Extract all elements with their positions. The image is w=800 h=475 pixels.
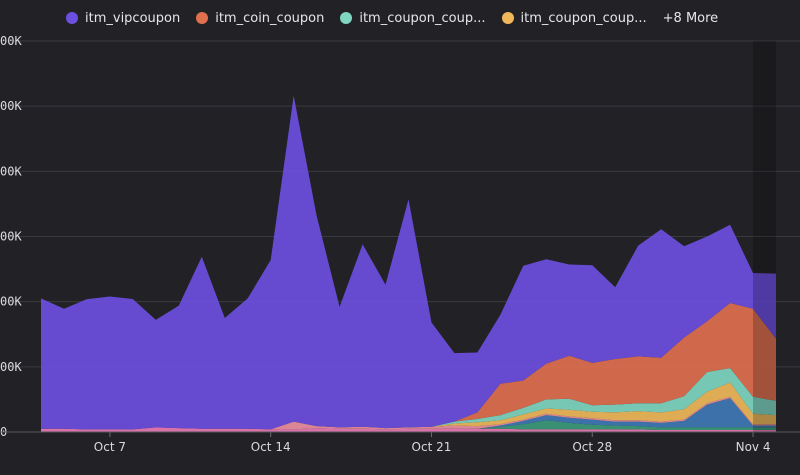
y-tick-label: 00K bbox=[0, 230, 22, 244]
area-series bbox=[41, 95, 776, 430]
legend-label: itm_vipcoupon bbox=[85, 10, 181, 26]
x-tick-label: Oct 7 bbox=[94, 440, 126, 454]
legend-item[interactable]: itm_coupon_coup... bbox=[501, 10, 647, 26]
area-series bbox=[41, 398, 776, 430]
area-series bbox=[41, 420, 776, 430]
x-tick-label: Oct 28 bbox=[572, 440, 612, 454]
legend-swatch bbox=[340, 12, 353, 24]
legend-swatch bbox=[66, 12, 78, 24]
legend-item[interactable]: itm_coupon_coup... bbox=[340, 10, 486, 26]
legend-label: itm_coupon_coup... bbox=[520, 10, 647, 26]
y-tick-label: 00K bbox=[0, 99, 22, 113]
x-tick-label: Oct 21 bbox=[412, 440, 452, 454]
legend-label: itm_coupon_coup... bbox=[359, 10, 486, 26]
legend: itm_vipcoupon itm_coin_coupon itm_coupon_c… bbox=[0, 0, 800, 36]
area-series bbox=[41, 427, 776, 432]
y-tick-label: 00K bbox=[0, 295, 22, 309]
hover-highlight bbox=[753, 41, 776, 432]
legend-swatch bbox=[501, 12, 514, 24]
legend-swatch bbox=[196, 12, 209, 24]
y-tick-label: 00K bbox=[0, 164, 22, 178]
x-tick-label: Nov 4 bbox=[736, 440, 771, 454]
y-tick-label: 00K bbox=[0, 34, 22, 48]
legend-label: itm_coin_coupon bbox=[215, 10, 325, 26]
legend-more-button[interactable]: +8 More bbox=[662, 10, 719, 26]
legend-item[interactable]: itm_vipcoupon bbox=[66, 11, 180, 26]
area-series bbox=[41, 382, 776, 430]
legend-item[interactable]: itm_coin_coupon bbox=[196, 11, 324, 26]
area-series bbox=[41, 303, 776, 430]
x-tick-label: Oct 14 bbox=[251, 440, 291, 454]
y-tick-label: 00K bbox=[0, 360, 22, 374]
